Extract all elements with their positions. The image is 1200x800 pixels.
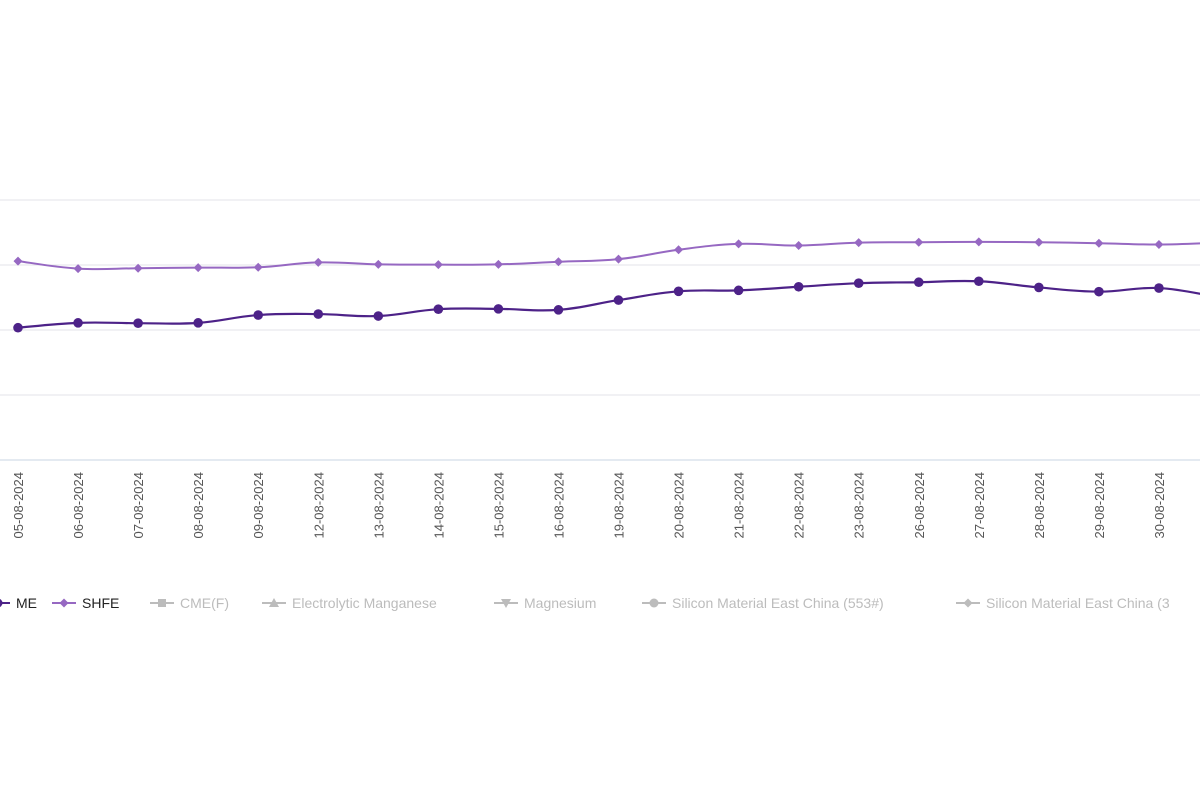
x-tick-label: 14-08-2024: [431, 472, 446, 539]
data-point[interactable]: [613, 295, 624, 305]
legend-marker: [59, 598, 69, 608]
x-tick-label: 29-08-2024: [1092, 472, 1107, 539]
legend-marker: [158, 599, 166, 607]
legend-item[interactable]: SHFE: [52, 595, 119, 611]
legend-label: SHFE: [82, 595, 119, 611]
legend-item[interactable]: Silicon Material East China (3: [956, 595, 1170, 611]
x-tick-label: 06-08-2024: [71, 472, 86, 539]
x-tick-label: 07-08-2024: [131, 472, 146, 539]
x-tick-label: 05-08-2024: [11, 472, 26, 539]
x-tick-label: 27-08-2024: [972, 472, 987, 539]
x-tick-label: 30-08-2024: [1152, 472, 1167, 539]
x-tick-label: 12-08-2024: [311, 472, 326, 539]
data-point[interactable]: [974, 276, 984, 287]
data-point[interactable]: [1034, 237, 1044, 247]
data-point[interactable]: [433, 304, 444, 315]
data-point[interactable]: [674, 245, 684, 255]
data-point[interactable]: [673, 286, 684, 297]
data-point[interactable]: [433, 260, 443, 270]
data-point[interactable]: [854, 238, 864, 248]
legend-item[interactable]: Magnesium: [494, 595, 596, 611]
x-tick-label: 15-08-2024: [491, 472, 506, 539]
legend: ME SHFE CME(F) Electrolytic Manganese Magnes…: [0, 595, 1170, 611]
legend-item[interactable]: CME(F): [150, 595, 229, 611]
legend-item[interactable]: ME: [0, 595, 37, 611]
x-tick-label: 09-08-2024: [251, 472, 266, 539]
data-point[interactable]: [133, 318, 143, 328]
data-point[interactable]: [974, 237, 984, 247]
data-point[interactable]: [914, 237, 924, 247]
data-point[interactable]: [913, 277, 924, 288]
legend-label: ME: [16, 595, 37, 611]
legend-item[interactable]: Electrolytic Manganese: [262, 595, 437, 611]
x-tick-label: 13-08-2024: [371, 472, 386, 539]
data-point[interactable]: [193, 318, 203, 328]
legend-marker: [0, 598, 3, 608]
data-point[interactable]: [733, 285, 744, 296]
x-tick-label: 16-08-2024: [551, 472, 566, 539]
gridlines: [0, 199, 1200, 396]
data-point[interactable]: [73, 264, 83, 274]
legend-label: CME(F): [180, 595, 229, 611]
x-tick-label: 23-08-2024: [852, 472, 867, 539]
data-point[interactable]: [794, 241, 804, 250]
data-point[interactable]: [553, 257, 563, 267]
legend-marker: [269, 598, 279, 607]
data-point[interactable]: [193, 263, 203, 273]
data-point[interactable]: [734, 239, 744, 249]
x-tick-label: 08-08-2024: [191, 472, 206, 539]
x-axis: 05-08-2024 06-08-2024 07-08-2024 08-08-2024…: [0, 459, 1200, 539]
data-point[interactable]: [614, 254, 623, 264]
data-point[interactable]: [1154, 240, 1164, 250]
data-point[interactable]: [793, 281, 804, 292]
x-tick-label: 22-08-2024: [792, 472, 807, 539]
legend-marker: [501, 599, 511, 608]
x-tick-label: 20-08-2024: [672, 472, 687, 539]
data-point[interactable]: [1154, 283, 1164, 293]
data-point[interactable]: [553, 305, 564, 315]
legend-item[interactable]: Silicon Material East China (553#): [642, 595, 884, 611]
legend-label: Electrolytic Manganese: [292, 595, 437, 611]
data-point[interactable]: [493, 259, 503, 269]
data-point[interactable]: [1094, 238, 1104, 248]
data-point[interactable]: [313, 309, 324, 319]
data-point[interactable]: [253, 310, 263, 320]
legend-label: Silicon Material East China (553#): [672, 595, 884, 611]
data-point[interactable]: [253, 262, 263, 272]
series-1: [13, 276, 1200, 333]
series-lines: [13, 237, 1200, 333]
data-point[interactable]: [1034, 282, 1044, 293]
data-point[interactable]: [853, 278, 864, 289]
legend-label: Silicon Material East China (3: [986, 595, 1170, 611]
series-0: [13, 237, 1200, 274]
data-point[interactable]: [313, 257, 323, 267]
legend-label: Magnesium: [524, 595, 596, 611]
data-point[interactable]: [13, 322, 23, 333]
x-tick-label: 26-08-2024: [912, 472, 927, 539]
legend-marker: [963, 598, 973, 608]
data-point[interactable]: [373, 311, 384, 321]
data-point[interactable]: [493, 304, 504, 314]
legend-marker: [649, 598, 659, 608]
data-point[interactable]: [1094, 286, 1104, 297]
data-point[interactable]: [133, 263, 143, 273]
data-point[interactable]: [13, 256, 23, 266]
data-point[interactable]: [373, 259, 383, 269]
x-tick-label: 28-08-2024: [1032, 472, 1047, 539]
x-tick-label: 19-08-2024: [612, 472, 627, 539]
data-point[interactable]: [73, 318, 83, 328]
x-tick-label: 21-08-2024: [732, 472, 747, 539]
